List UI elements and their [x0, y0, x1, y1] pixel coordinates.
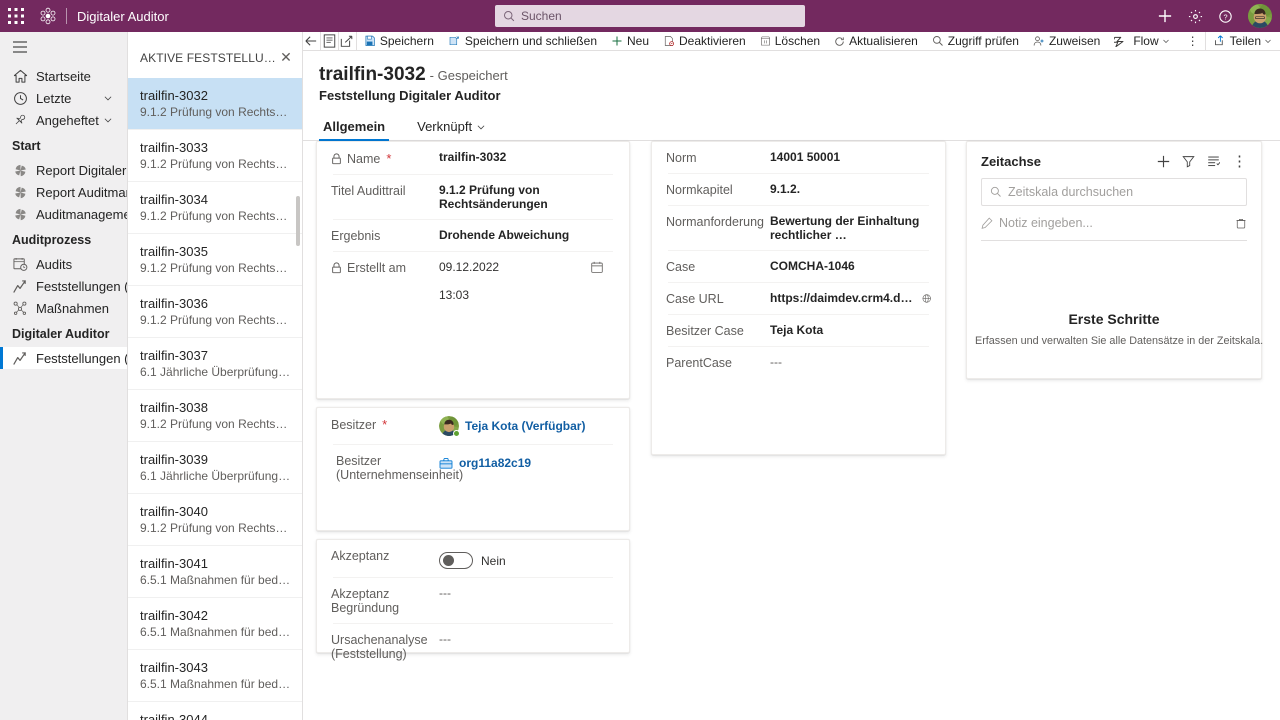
- svg-text:?: ?: [1223, 12, 1227, 21]
